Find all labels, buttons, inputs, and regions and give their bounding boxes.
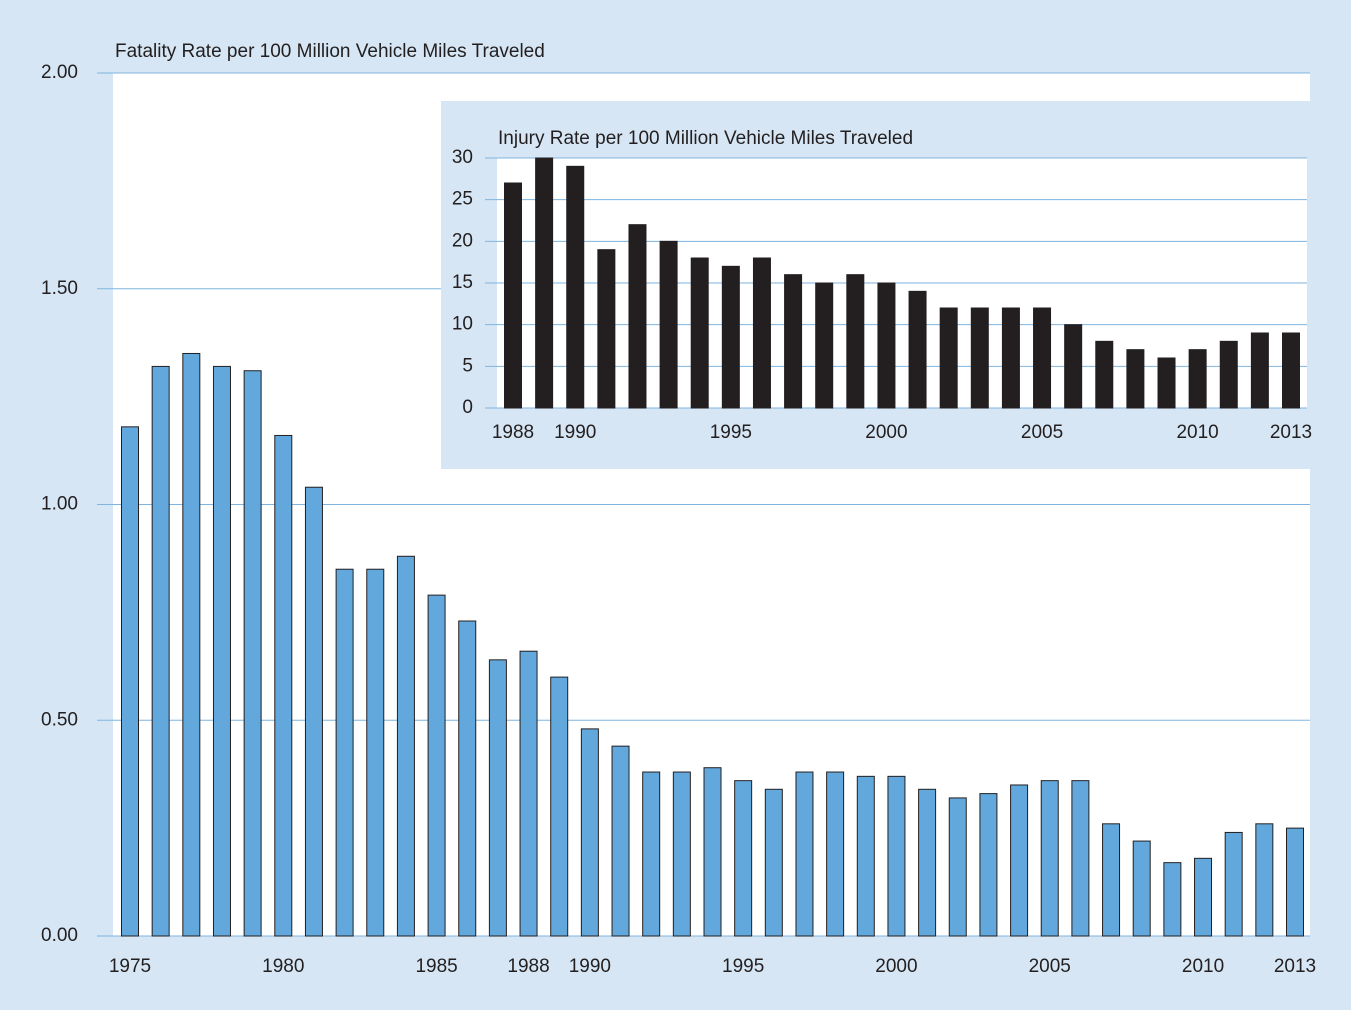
bar: [304, 486, 323, 937]
bar: [856, 775, 875, 937]
bar: [979, 793, 998, 937]
bar: [597, 249, 616, 409]
chart-title: Fatality Rate per 100 Million Vehicle Mi…: [115, 41, 545, 62]
bar: [703, 767, 722, 937]
bar: [274, 434, 293, 937]
x-tick-label: 1995: [722, 956, 764, 977]
bar: [877, 282, 896, 409]
bar: [659, 240, 678, 409]
y-tick-label: 25: [452, 189, 473, 210]
bar: [642, 771, 661, 937]
x-tick-label: 1990: [569, 956, 611, 977]
bar: [504, 182, 522, 409]
y-tick-label: 1.50: [41, 278, 78, 299]
y-tick-label: 15: [452, 272, 473, 293]
x-tick-label: 2005: [1029, 956, 1071, 977]
bar: [939, 307, 958, 409]
y-tick-label: 20: [452, 230, 473, 251]
y-tick-label: 0.00: [41, 925, 78, 946]
y-tick-label: 0: [462, 397, 473, 418]
bar: [427, 594, 446, 937]
bar: [1250, 332, 1269, 409]
bar: [815, 282, 834, 409]
bar: [795, 771, 814, 937]
bar: [752, 257, 771, 409]
bar: [1157, 357, 1176, 409]
bar: [1033, 307, 1052, 409]
bar: [458, 620, 477, 937]
bar: [734, 780, 753, 937]
bar: [1255, 823, 1274, 937]
bar: [611, 745, 630, 937]
x-tick-label: 2013: [1274, 956, 1316, 977]
bar: [243, 370, 262, 937]
bar: [764, 788, 783, 937]
bar: [121, 426, 139, 937]
x-tick-label: 1988: [492, 422, 534, 443]
bar: [1132, 840, 1151, 937]
bar: [826, 771, 845, 937]
bar: [672, 771, 691, 937]
bar: [1040, 780, 1059, 937]
bar: [1188, 349, 1207, 409]
y-tick-label: 1.00: [41, 494, 78, 515]
bar: [1219, 340, 1238, 409]
bar: [396, 555, 415, 937]
x-tick-label: 1980: [262, 956, 304, 977]
bar: [908, 290, 927, 409]
x-tick-label: 2010: [1182, 956, 1224, 977]
bar: [535, 157, 554, 409]
x-tick-label: 2000: [875, 956, 917, 977]
bar: [784, 274, 803, 409]
bar: [1071, 780, 1090, 937]
y-tick-label: 30: [452, 147, 473, 168]
bar: [690, 257, 709, 409]
bar: [948, 797, 967, 937]
x-tick-label: 1985: [415, 956, 457, 977]
x-tick-label: 2000: [865, 422, 907, 443]
bar: [1224, 831, 1243, 937]
bar: [918, 788, 937, 937]
bar: [887, 775, 906, 937]
x-tick-label: 2010: [1176, 422, 1218, 443]
y-tick-label: 2.00: [41, 62, 78, 83]
bar: [1194, 857, 1213, 937]
bar: [1102, 823, 1121, 937]
bar: [182, 352, 201, 937]
x-tick-label: 1975: [109, 956, 151, 977]
x-tick-label: 1988: [507, 956, 549, 977]
bar: [721, 265, 740, 409]
bar: [366, 568, 385, 937]
bar: [488, 659, 507, 937]
bar: [1095, 340, 1114, 409]
bar: [1126, 349, 1145, 409]
bar: [212, 365, 231, 937]
y-tick-label: 5: [462, 355, 473, 376]
bar: [335, 568, 354, 937]
bar: [566, 165, 585, 409]
bar: [1286, 827, 1304, 937]
x-tick-label: 1995: [710, 422, 752, 443]
bar: [1010, 784, 1029, 937]
bar: [970, 307, 989, 409]
x-tick-label: 1990: [554, 422, 596, 443]
x-tick-label: 2013: [1270, 422, 1312, 443]
bar: [628, 224, 647, 409]
x-tick-label: 2005: [1021, 422, 1063, 443]
bar: [1163, 862, 1182, 937]
bar: [846, 274, 865, 409]
bar: [1282, 332, 1300, 409]
bar: [550, 676, 569, 937]
bar: [1064, 324, 1083, 409]
bar: [151, 365, 170, 937]
bar: [580, 728, 599, 937]
bar: [1001, 307, 1020, 409]
y-tick-label: 0.50: [41, 709, 78, 730]
bar: [519, 650, 538, 937]
chart-title: Injury Rate per 100 Million Vehicle Mile…: [498, 128, 913, 149]
y-tick-label: 10: [452, 314, 473, 335]
